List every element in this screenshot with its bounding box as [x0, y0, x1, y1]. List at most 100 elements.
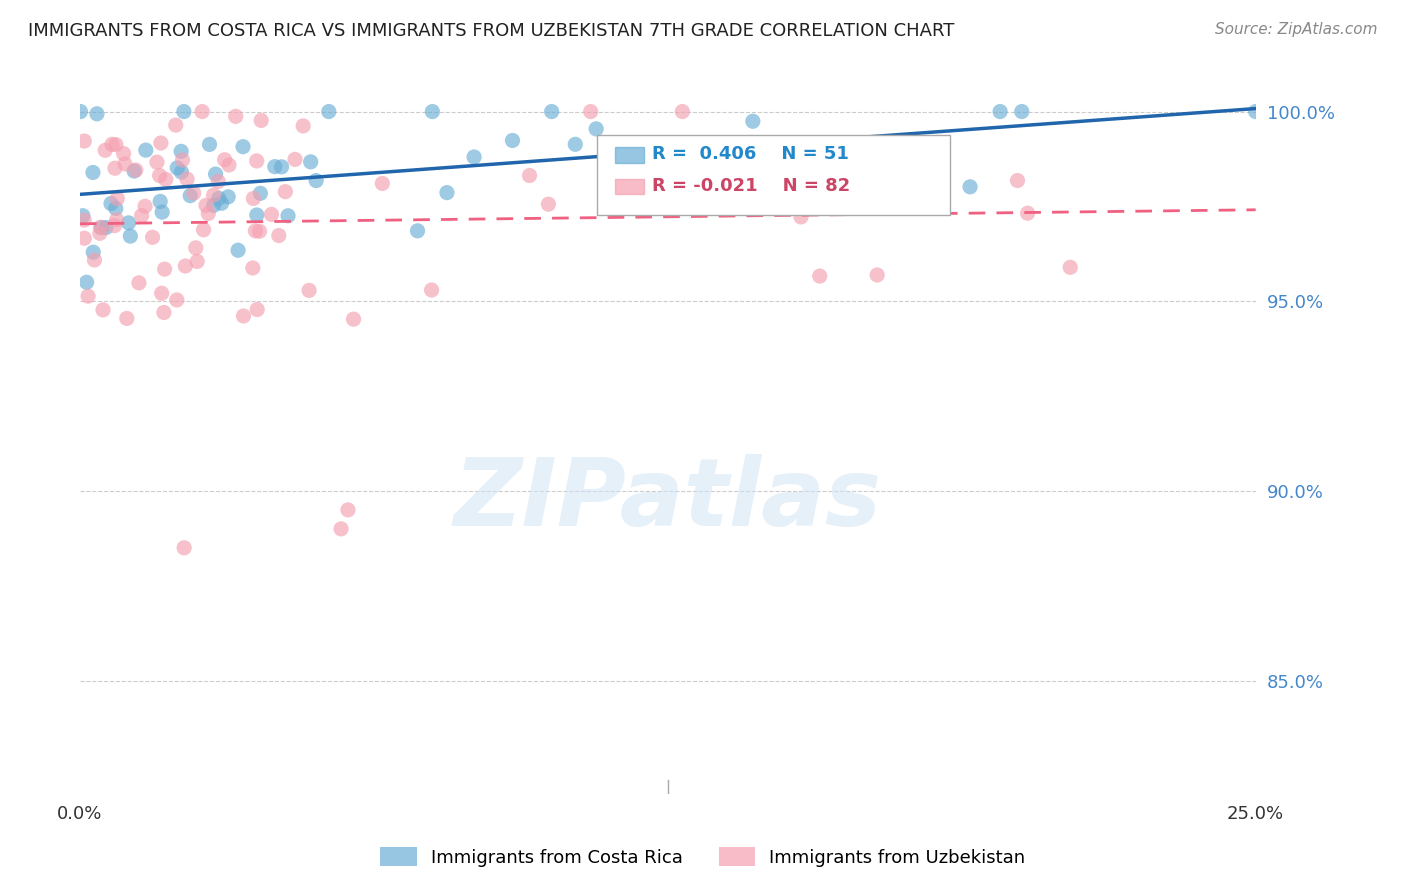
Immigrants from Costa Rica: [120, 229, 142, 244]
Immigrants from Costa Rica: [86, 107, 108, 121]
Immigrants from Costa Rica: [170, 145, 193, 159]
Immigrants from Costa Rica: [501, 133, 523, 147]
Immigrants from Uzbekistan: [103, 219, 125, 233]
Immigrants from Uzbekistan: [112, 146, 135, 161]
Immigrants from Uzbekistan: [186, 254, 208, 268]
Immigrants from Uzbekistan: [336, 503, 359, 517]
Immigrants from Uzbekistan: [225, 109, 247, 123]
FancyBboxPatch shape: [614, 179, 644, 194]
Immigrants from Uzbekistan: [125, 163, 148, 178]
Immigrants from Uzbekistan: [173, 541, 195, 555]
Immigrants from Costa Rica: [69, 104, 91, 119]
Immigrants from Costa Rica: [463, 150, 485, 164]
Immigrants from Costa Rica: [173, 104, 195, 119]
Immigrants from Costa Rica: [122, 164, 145, 178]
Immigrants from Uzbekistan: [128, 276, 150, 290]
Immigrants from Uzbekistan: [207, 174, 229, 188]
Immigrants from Uzbekistan: [101, 137, 124, 152]
Immigrants from Uzbekistan: [537, 197, 560, 211]
Immigrants from Uzbekistan: [141, 230, 163, 244]
Immigrants from Uzbekistan: [866, 268, 889, 282]
Immigrants from Uzbekistan: [808, 269, 831, 284]
Immigrants from Uzbekistan: [184, 241, 207, 255]
Immigrants from Uzbekistan: [371, 177, 394, 191]
Immigrants from Costa Rica: [299, 154, 322, 169]
Text: Source: ZipAtlas.com: Source: ZipAtlas.com: [1215, 22, 1378, 37]
Immigrants from Costa Rica: [988, 104, 1011, 119]
Immigrants from Uzbekistan: [134, 199, 156, 213]
Immigrants from Costa Rica: [232, 139, 254, 153]
Immigrants from Costa Rica: [217, 190, 239, 204]
Immigrants from Uzbekistan: [83, 252, 105, 267]
Immigrants from Uzbekistan: [202, 188, 225, 202]
Immigrants from Costa Rica: [135, 143, 157, 157]
Immigrants from Uzbekistan: [292, 119, 315, 133]
Immigrants from Costa Rica: [422, 104, 444, 119]
Immigrants from Costa Rica: [211, 196, 233, 211]
Immigrants from Costa Rica: [94, 220, 117, 235]
Immigrants from Costa Rica: [100, 196, 122, 211]
Immigrants from Uzbekistan: [1059, 260, 1081, 275]
Immigrants from Uzbekistan: [232, 309, 254, 323]
Immigrants from Costa Rica: [202, 198, 225, 212]
Immigrants from Uzbekistan: [115, 311, 138, 326]
Immigrants from Uzbekistan: [89, 227, 111, 241]
Immigrants from Uzbekistan: [342, 312, 364, 326]
Immigrants from Uzbekistan: [166, 293, 188, 307]
Immigrants from Uzbekistan: [274, 185, 297, 199]
Immigrants from Uzbekistan: [607, 185, 630, 199]
Immigrants from Costa Rica: [585, 121, 607, 136]
Immigrants from Costa Rica: [149, 194, 172, 209]
Immigrants from Uzbekistan: [105, 192, 128, 206]
Immigrants from Uzbekistan: [174, 259, 197, 273]
Immigrants from Uzbekistan: [267, 228, 290, 243]
Immigrants from Costa Rica: [249, 186, 271, 201]
Immigrants from Uzbekistan: [193, 223, 215, 237]
Immigrants from Uzbekistan: [172, 153, 194, 167]
Immigrants from Uzbekistan: [150, 286, 173, 301]
Immigrants from Uzbekistan: [77, 289, 100, 303]
Immigrants from Uzbekistan: [860, 186, 883, 201]
Immigrants from Costa Rica: [540, 104, 562, 119]
Immigrants from Costa Rica: [82, 245, 104, 260]
Immigrants from Costa Rica: [204, 167, 226, 181]
Immigrants from Uzbekistan: [104, 137, 127, 152]
Immigrants from Costa Rica: [305, 173, 328, 187]
Immigrants from Uzbekistan: [218, 158, 240, 172]
Immigrants from Costa Rica: [72, 209, 94, 223]
Immigrants from Costa Rica: [246, 208, 269, 222]
Immigrants from Costa Rica: [318, 104, 340, 119]
Immigrants from Costa Rica: [741, 114, 763, 128]
Immigrants from Uzbekistan: [298, 284, 321, 298]
Immigrants from Uzbekistan: [73, 213, 96, 227]
Immigrants from Costa Rica: [76, 275, 98, 289]
Immigrants from Uzbekistan: [155, 172, 177, 186]
Immigrants from Uzbekistan: [165, 118, 187, 132]
Immigrants from Costa Rica: [198, 137, 221, 152]
Immigrants from Uzbekistan: [246, 302, 269, 317]
Immigrants from Uzbekistan: [242, 260, 264, 275]
Immigrants from Costa Rica: [208, 191, 231, 205]
Immigrants from Uzbekistan: [131, 209, 153, 223]
Immigrants from Uzbekistan: [579, 104, 602, 119]
Immigrants from Uzbekistan: [246, 153, 269, 168]
Immigrants from Costa Rica: [117, 216, 139, 230]
Immigrants from Uzbekistan: [242, 191, 264, 205]
Immigrants from Uzbekistan: [790, 210, 813, 224]
Text: ZIPatlas: ZIPatlas: [454, 454, 882, 546]
Immigrants from Uzbekistan: [105, 212, 128, 227]
Immigrants from Costa Rica: [564, 137, 586, 152]
Immigrants from Uzbekistan: [73, 134, 96, 148]
Immigrants from Costa Rica: [104, 202, 127, 216]
Immigrants from Uzbekistan: [73, 231, 96, 245]
Immigrants from Uzbekistan: [183, 186, 205, 200]
Immigrants from Uzbekistan: [146, 155, 169, 169]
Immigrants from Costa Rica: [270, 160, 292, 174]
Immigrants from Costa Rica: [90, 220, 112, 235]
Immigrants from Uzbekistan: [149, 136, 172, 150]
Immigrants from Uzbekistan: [114, 157, 136, 171]
Immigrants from Uzbekistan: [1017, 206, 1039, 220]
Immigrants from Uzbekistan: [725, 145, 748, 159]
Immigrants from Uzbekistan: [153, 262, 176, 277]
Text: R = -0.021    N = 82: R = -0.021 N = 82: [652, 177, 851, 195]
